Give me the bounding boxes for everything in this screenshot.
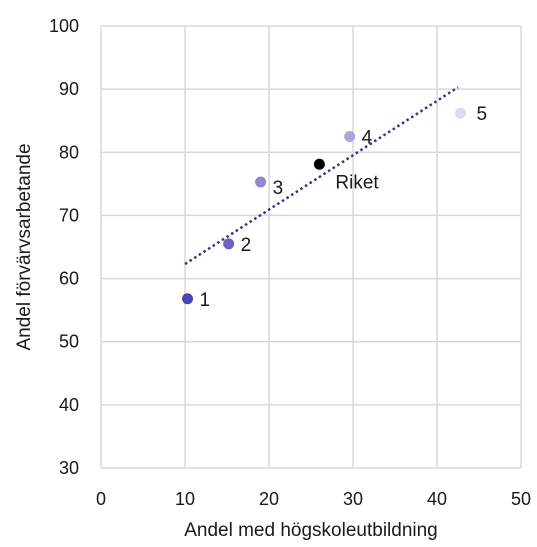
y-axis-label: Andel förvärvsarbetande — [14, 143, 35, 350]
point-label: 3 — [273, 178, 284, 199]
gridlines — [100, 25, 522, 469]
data-points — [182, 107, 467, 305]
y-tick-label: 100 — [49, 16, 79, 36]
data-point — [344, 131, 356, 142]
x-tick-labels: 0 10 20 30 40 50 — [96, 489, 531, 509]
data-point — [313, 158, 325, 170]
point-label: 2 — [241, 235, 252, 256]
point-label: Riket — [335, 172, 379, 193]
y-tick-label: 70 — [59, 205, 79, 225]
data-point — [223, 238, 235, 250]
x-tick-label: 40 — [427, 489, 447, 509]
x-tick-label: 10 — [175, 489, 195, 509]
data-point — [182, 293, 194, 305]
y-tick-label: 60 — [59, 269, 79, 289]
point-labels: 1 2 3 Riket 4 5 — [200, 104, 488, 311]
x-tick-label: 50 — [511, 489, 531, 509]
trendline — [184, 86, 459, 266]
x-axis-label: Andel med högskoleutbildning — [184, 520, 438, 541]
x-tick-label: 20 — [259, 489, 279, 509]
y-tick-label: 80 — [59, 142, 79, 162]
y-tick-label: 50 — [59, 332, 79, 352]
y-tick-label: 90 — [59, 79, 79, 99]
y-tick-label: 40 — [59, 395, 79, 415]
x-tick-label: 30 — [343, 489, 363, 509]
data-point — [255, 176, 267, 188]
point-label: 4 — [362, 128, 373, 149]
data-point — [455, 107, 467, 119]
point-label: 1 — [200, 290, 211, 311]
y-tick-label: 30 — [59, 458, 79, 478]
y-tick-labels: 30 40 50 60 70 80 90 100 — [49, 16, 79, 478]
point-label: 5 — [477, 104, 488, 125]
x-tick-label: 0 — [96, 489, 106, 509]
